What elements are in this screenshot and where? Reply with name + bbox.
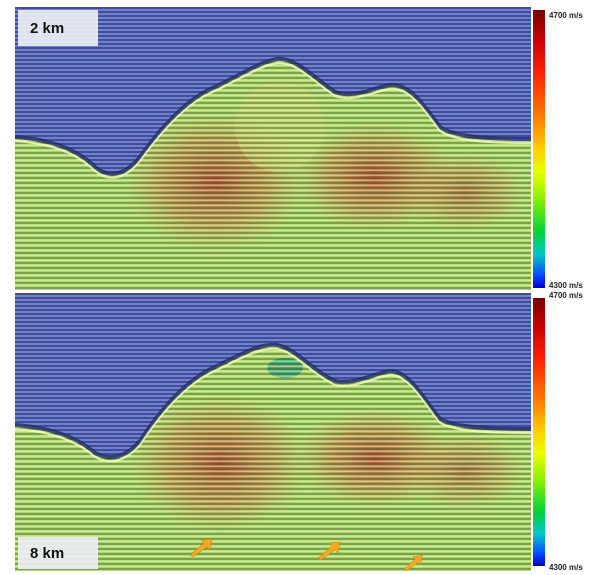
- colorbar-top-min-label: 4300 m/s: [549, 281, 583, 290]
- arrow-annotation-3-icon: [403, 555, 423, 571]
- offset-label-bottom: 8 km: [18, 537, 98, 569]
- colorbar-bottom-max-label: 4700 m/s: [549, 291, 583, 300]
- seismic-panel-bottom: 8 km: [15, 293, 531, 571]
- colorbar-bottom-min-label: 4300 m/s: [549, 563, 583, 572]
- seismic-image-bottom: [15, 293, 531, 571]
- arrow-annotation-1-icon: [189, 538, 213, 557]
- velocity-colorbar-top: [533, 10, 545, 288]
- seismic-image-top: [15, 7, 531, 290]
- velocity-colorbar-bottom: [533, 298, 545, 566]
- offset-label-top: 2 km: [18, 10, 98, 46]
- seismic-panel-top: 2 km: [15, 7, 531, 290]
- arrow-annotation-2-icon: [317, 541, 341, 560]
- colorbar-top-max-label: 4700 m/s: [549, 11, 583, 20]
